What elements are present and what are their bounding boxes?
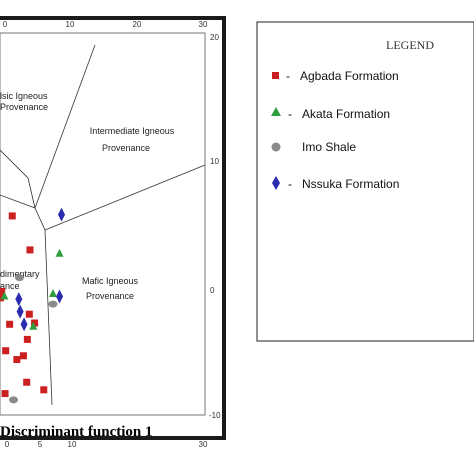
boundary-sedimentary-mafic: [34, 207, 53, 406]
legend-marker-square: [272, 72, 279, 79]
x-axis-top: 0 10 20 30: [3, 20, 208, 29]
point-square-0-6: [23, 335, 31, 343]
legend-label-agbada: Agbada Formation: [300, 69, 399, 83]
legend-title: LEGEND: [386, 38, 434, 52]
point-square-0-2: [0, 288, 6, 296]
point-square-0-7: [2, 347, 10, 355]
legend-label-akata: Akata Formation: [302, 107, 390, 121]
point-diamond-3-3: [16, 304, 24, 319]
y-axis-right: 20 10 0 -10: [209, 33, 221, 420]
field-label-mafic: Mafic Igneous: [82, 276, 139, 286]
x-axis-label: Discriminant function 1: [0, 424, 153, 440]
legend-marker-circle: [271, 142, 281, 152]
point-square-0-10: [23, 378, 31, 386]
point-circle-2-2: [9, 396, 19, 404]
point-square-0-1: [26, 246, 34, 254]
legend-label-imo: Imo Shale: [302, 140, 356, 154]
x-tick-top-label: 30: [199, 20, 208, 29]
point-diamond-3-0: [58, 207, 66, 222]
point-diamond-3-4: [20, 317, 28, 332]
point-square-0-8: [19, 352, 27, 360]
x-tick-top-label: 20: [133, 20, 142, 29]
point-diamond-3-1: [56, 289, 64, 304]
point-square-0-12: [40, 386, 48, 394]
field-label-sedimentary: ance: [0, 281, 20, 291]
boundary-sed-upper: [0, 194, 36, 209]
legend-prefix: -: [288, 177, 292, 191]
data-points: [0, 207, 66, 404]
point-square-0-3: [25, 310, 33, 318]
legend: LEGEND - Agbada Formation - Akata Format…: [256, 21, 474, 342]
x-tick-top-label: 10: [66, 20, 75, 29]
point-square-0-5: [31, 319, 39, 327]
field-label-felsic: Provenance: [0, 102, 48, 112]
legend-prefix: -: [286, 69, 290, 83]
x-tick-bottom-label: 5: [38, 440, 43, 449]
x-tick-top-label: 0: [3, 20, 8, 29]
y-tick-right-label: 0: [210, 286, 215, 295]
point-square-0-11: [1, 390, 9, 398]
field-label-mafic: Provenance: [86, 291, 134, 301]
point-circle-2-1: [48, 300, 58, 308]
boundary-felsic-intermediate: [0, 149, 36, 209]
field-label-intermediate: Intermediate Igneous: [90, 126, 175, 136]
y-tick-right-label: 10: [210, 157, 219, 166]
boundary-felsic-top: [34, 44, 96, 209]
outer-frame: [0, 16, 226, 440]
x-tick-bottom-label: 10: [68, 440, 77, 449]
field-label-intermediate: Provenance: [102, 143, 150, 153]
field-boundaries: [0, 44, 206, 406]
point-triangle-1-1: [48, 289, 57, 298]
point-triangle-1-3: [29, 321, 38, 330]
plot-area: [0, 32, 206, 416]
x-tick-bottom-label: 0: [5, 440, 10, 449]
point-diamond-3-2: [15, 292, 23, 307]
field-label-felsic: lsic Igneous: [0, 91, 48, 101]
legend-prefix: -: [288, 107, 292, 121]
point-square-0-0: [8, 212, 16, 220]
point-triangle-1-0: [55, 248, 64, 257]
x-axis-bottom: 0 5 10 30: [5, 440, 208, 449]
point-triangle-1-2: [0, 291, 9, 300]
y-tick-right-label: -10: [209, 411, 221, 420]
legend-marker-diamond: [272, 176, 280, 190]
legend-label-nssuka: Nssuka Formation: [302, 177, 399, 191]
boundary-intermediate-mafic: [44, 164, 206, 231]
y-tick-right-label: 20: [210, 33, 219, 42]
legend-marker-triangle: [271, 107, 281, 116]
legend-box: [256, 21, 474, 342]
point-square-0-9: [13, 356, 21, 364]
point-circle-2-0: [14, 274, 24, 282]
field-labels: lsic Igneous Provenance Intermediate Ign…: [0, 91, 175, 301]
x-tick-bottom-label: 30: [199, 440, 208, 449]
point-square-0-4: [6, 320, 14, 328]
field-label-sedimentary: dimentary: [0, 269, 40, 279]
